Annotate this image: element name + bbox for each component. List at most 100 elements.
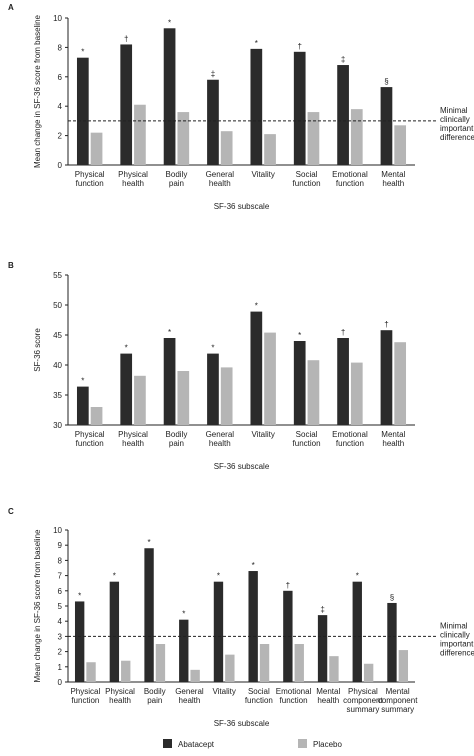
x-tick-label: Social function [245,687,273,705]
x-tick-label: General health [175,687,204,705]
reference-label: Minimal clinically important difference [440,621,474,657]
significance-marker: * [168,328,171,337]
y-tick-label: 7 [58,572,63,581]
bar [380,330,393,425]
x-tick-label: Bodily pain [166,170,188,188]
y-tick-label: 0 [58,678,63,687]
y-axis-label: SF-36 score [33,328,42,372]
bar [220,131,233,165]
x-axis-label: SF-36 subscale [214,202,270,211]
bar [76,386,89,425]
x-tick-label: Physical component summary [343,687,383,714]
significance-marker: * [168,18,171,27]
bar [90,132,103,165]
bar [163,28,176,166]
significance-marker: † [286,581,290,590]
bar [264,332,276,425]
bar [363,663,374,682]
bar [155,644,166,682]
bar [177,112,190,165]
bar [207,79,219,165]
significance-marker: * [356,572,359,581]
bar [394,125,407,165]
y-axis-label: Mean change in SF-36 score from baseline [33,14,42,168]
bar [259,644,270,682]
bar [350,362,363,425]
y-tick-label: 3 [58,632,63,641]
y-tick-label: 1 [58,663,63,672]
legend-swatch [298,739,307,748]
x-tick-label: Physical function [75,430,105,448]
bar [120,353,133,425]
bar [109,581,120,682]
bar [134,104,146,165]
bar [179,619,189,682]
bar [248,571,258,682]
y-tick-label: 8 [58,556,63,565]
significance-marker: * [255,302,258,311]
y-tick-label: 5 [58,602,63,611]
bar [307,360,320,425]
x-tick-label: Physical health [105,687,135,705]
bar [86,662,96,682]
bar [177,371,190,425]
bar [394,342,407,425]
significance-marker: † [384,320,388,329]
x-tick-label: Physical health [118,170,148,188]
significance-marker: * [252,561,255,570]
y-tick-label: 0 [58,161,63,170]
significance-marker: * [255,39,258,48]
x-tick-label: Bodily pain [166,430,188,448]
y-tick-label: 4 [58,617,63,626]
x-tick-label: Physical function [70,687,100,705]
y-tick-label: 6 [58,587,63,596]
y-tick-label: 45 [53,331,62,340]
bar [337,338,349,425]
x-tick-label: General health [206,430,235,448]
legend-swatch [163,739,172,748]
significance-marker: † [341,328,345,337]
bar [213,581,224,682]
y-tick-label: 30 [53,421,62,430]
x-tick-label: Vitality [251,170,274,179]
x-tick-label: Social function [293,430,321,448]
bar [121,660,131,682]
bar [317,615,328,682]
reference-label: Minimal clinically important difference [440,106,474,142]
x-tick-label: Vitality [251,430,274,439]
significance-marker: * [148,538,151,547]
bar [350,109,363,165]
significance-marker: † [124,34,128,43]
bar [190,669,200,682]
bar [120,44,133,165]
significance-marker: * [182,610,185,619]
bar [294,644,304,682]
panel-label: B [8,261,14,270]
legend-label: Abatacept [178,740,215,749]
bar [387,602,397,682]
significance-marker: ‡ [341,55,345,64]
bar [220,367,233,425]
x-tick-label: Physical function [75,170,105,188]
y-tick-label: 50 [53,301,62,310]
bar [163,338,176,425]
significance-marker: * [298,331,301,340]
x-tick-label: Mental health [316,687,340,705]
x-tick-label: Bodily pain [144,687,166,705]
y-tick-label: 4 [58,102,63,111]
x-tick-label: Physical health [118,430,148,448]
significance-marker: * [78,591,81,600]
y-tick-label: 35 [53,391,62,400]
significance-marker: * [125,344,128,353]
y-tick-label: 40 [53,361,62,370]
bar [207,353,219,425]
significance-marker: * [211,344,214,353]
bar [352,581,362,682]
x-tick-label: Social function [293,170,321,188]
bar [337,65,349,165]
significance-marker: ‡ [211,70,215,79]
panel-label: C [8,507,14,516]
bar [307,112,320,165]
bar [398,650,409,682]
significance-marker: * [113,572,116,581]
